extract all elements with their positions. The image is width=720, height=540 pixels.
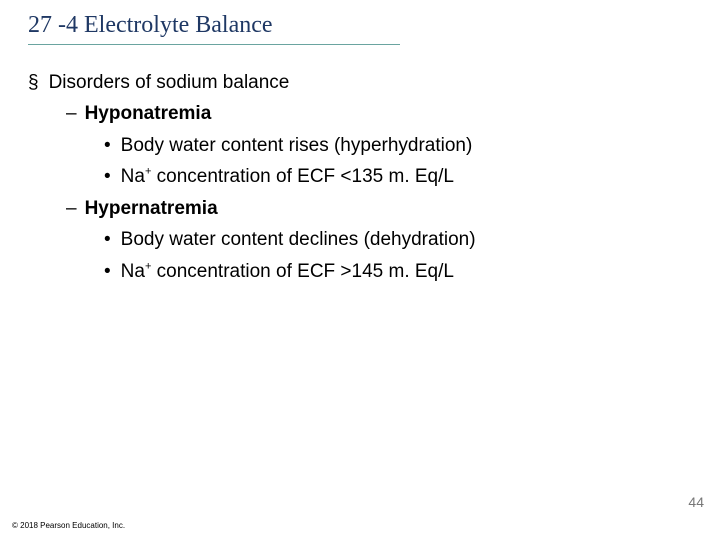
list-item: • Na+ concentration of ECF >145 m. Eq/L (104, 257, 688, 286)
list-item: • Na+ concentration of ECF <135 m. Eq/L (104, 162, 688, 191)
lvl1-text: Disorders of sodium balance (49, 68, 290, 97)
hyper-point-2: Na+ concentration of ECF >145 m. Eq/L (121, 257, 454, 286)
na-pre: Na (121, 166, 145, 187)
bullet-lvl3: • (104, 225, 111, 254)
na-pre: Na (121, 261, 145, 282)
hypo-point-2: Na+ concentration of ECF <135 m. Eq/L (121, 162, 454, 191)
bullet-lvl3: • (104, 131, 111, 160)
bullet-lvl3: • (104, 257, 111, 286)
page-number: 44 (688, 494, 704, 510)
na-post: concentration of ECF >145 m. Eq/L (151, 261, 454, 282)
slide-content: § Disorders of sodium balance – Hyponatr… (28, 68, 688, 288)
list-item: • Body water content declines (dehydrati… (104, 225, 688, 254)
list-item: • Body water content rises (hyperhydrati… (104, 131, 688, 160)
list-item: § Disorders of sodium balance (28, 68, 688, 97)
hyper-point-1: Body water content declines (dehydration… (121, 225, 476, 254)
bullet-lvl1: § (28, 68, 39, 97)
slide-title: 27 -4 Electrolyte Balance (28, 12, 273, 39)
list-item: – Hypernatremia (66, 194, 688, 223)
na-post: concentration of ECF <135 m. Eq/L (151, 166, 454, 187)
bullet-lvl3: • (104, 162, 111, 191)
hypernatremia-label: Hypernatremia (85, 194, 218, 223)
bullet-lvl2: – (66, 194, 77, 223)
hypo-point-1: Body water content rises (hyperhydration… (121, 131, 473, 160)
copyright: © 2018 Pearson Education, Inc. (12, 521, 125, 530)
slide: 27 -4 Electrolyte Balance § Disorders of… (0, 0, 720, 540)
title-underline (28, 44, 400, 45)
list-item: – Hyponatremia (66, 99, 688, 128)
hyponatremia-label: Hyponatremia (85, 99, 212, 128)
bullet-lvl2: – (66, 99, 77, 128)
